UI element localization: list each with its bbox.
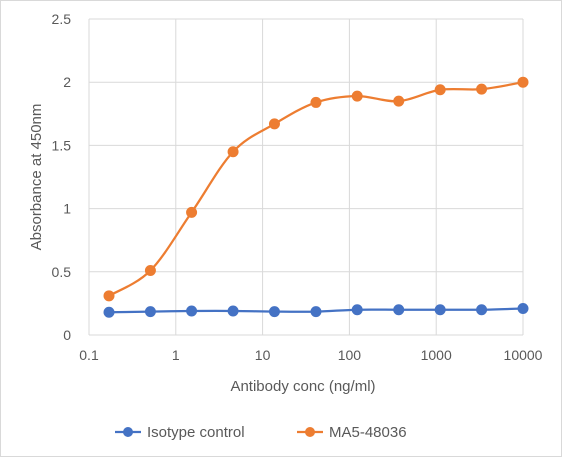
data-point-ma5-48036 <box>186 206 198 218</box>
y-tick-label: 1.5 <box>52 137 72 153</box>
data-point-ma5-48036 <box>517 76 529 88</box>
data-point-isotype-control <box>351 304 363 316</box>
data-point-isotype-control <box>227 305 239 317</box>
y-tick-label: 2 <box>63 74 71 90</box>
legend-marker <box>123 427 133 437</box>
y-axis-label: Absorbance at 450nm <box>28 104 45 251</box>
x-tick-label: 1 <box>172 347 180 363</box>
x-tick-label: 0.1 <box>79 347 99 363</box>
data-point-ma5-48036 <box>103 290 115 302</box>
y-tick-label: 0 <box>63 327 71 343</box>
data-point-ma5-48036 <box>434 84 446 96</box>
y-tick-label: 2.5 <box>52 11 72 27</box>
data-point-ma5-48036 <box>227 146 239 158</box>
data-point-ma5-48036 <box>476 83 488 95</box>
legend-label: Isotype control <box>147 424 245 441</box>
data-point-isotype-control <box>103 306 115 318</box>
legend-label: MA5-48036 <box>329 424 407 441</box>
data-point-isotype-control <box>144 306 156 318</box>
data-point-isotype-control <box>186 305 198 317</box>
y-tick-label: 0.5 <box>52 264 72 280</box>
data-point-ma5-48036 <box>144 265 156 277</box>
gridlines <box>88 18 524 336</box>
data-point-ma5-48036 <box>393 95 405 107</box>
data-point-isotype-control <box>268 306 280 318</box>
x-tick-label: 100 <box>338 347 362 363</box>
series-line-ma5-48036 <box>108 81 524 297</box>
data-point-ma5-48036 <box>310 96 322 108</box>
legend: Isotype control MA5-48036 <box>115 424 407 441</box>
x-tick-label: 10000 <box>504 347 543 363</box>
data-point-isotype-control <box>310 306 322 318</box>
data-point-ma5-48036 <box>268 118 280 130</box>
data-point-isotype-control <box>476 304 488 316</box>
legend-marker <box>305 427 315 437</box>
series-points <box>103 76 529 318</box>
x-axis-label: Antibody conc (ng/ml) <box>230 378 375 395</box>
y-tick-label: 1 <box>63 201 71 217</box>
data-point-isotype-control <box>393 304 405 316</box>
x-tick-label: 10 <box>255 347 271 363</box>
data-point-ma5-48036 <box>351 90 363 102</box>
tick-labels: 0 0.5 1 1.5 2 2.5 0.1 1 10 100 1000 10000 <box>52 11 543 363</box>
data-point-isotype-control <box>434 304 446 316</box>
data-point-isotype-control <box>517 302 529 314</box>
x-tick-label: 1000 <box>421 347 452 363</box>
series-lines <box>108 81 524 314</box>
